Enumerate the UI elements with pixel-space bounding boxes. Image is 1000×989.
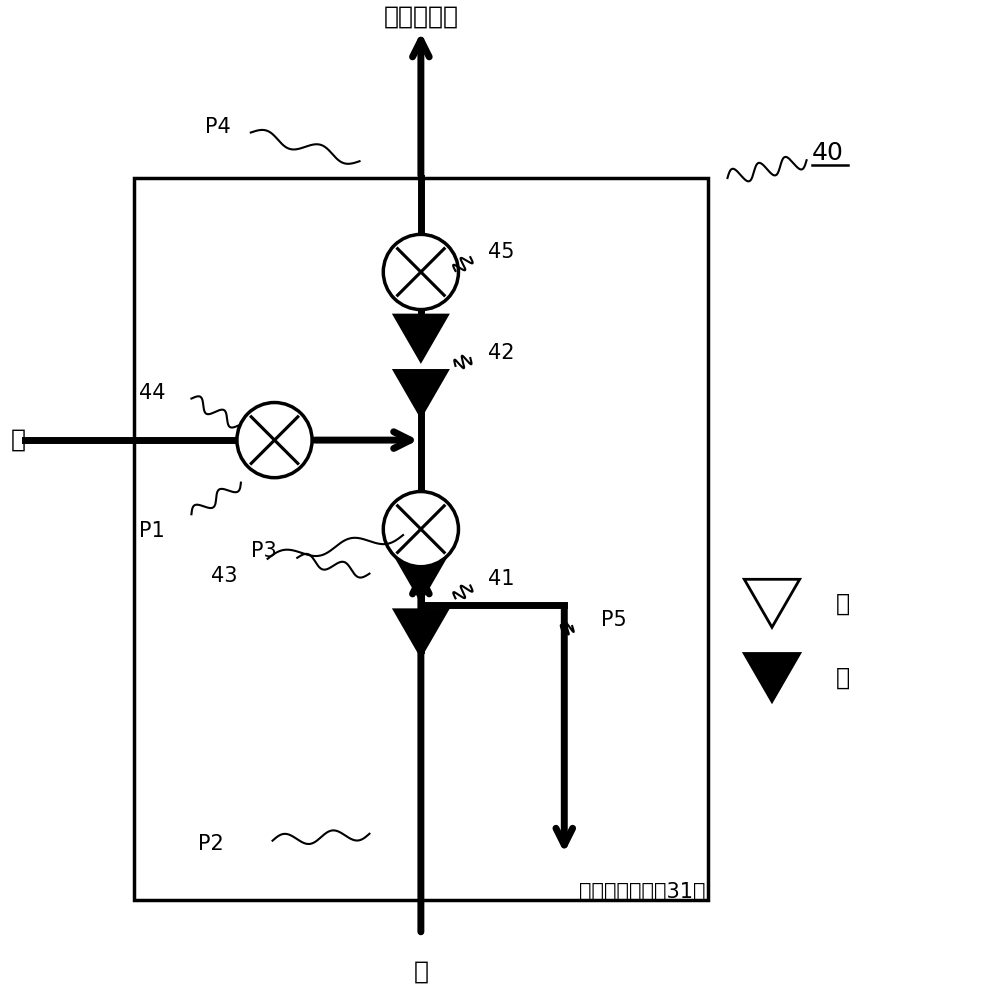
- Text: 向大气排放: 向大气排放: [383, 5, 458, 29]
- Circle shape: [237, 403, 312, 478]
- Text: P5: P5: [601, 610, 627, 630]
- Text: 44: 44: [139, 383, 166, 403]
- Polygon shape: [394, 370, 448, 417]
- Polygon shape: [744, 580, 800, 627]
- Text: 水: 水: [413, 960, 428, 984]
- Text: 43: 43: [211, 566, 238, 585]
- Text: 开: 开: [836, 591, 850, 615]
- Text: 41: 41: [488, 569, 515, 588]
- Polygon shape: [394, 609, 448, 657]
- Text: P1: P1: [139, 521, 165, 541]
- Text: P3: P3: [251, 541, 277, 561]
- Polygon shape: [744, 654, 800, 701]
- Text: P2: P2: [198, 834, 224, 854]
- Circle shape: [383, 492, 458, 567]
- FancyBboxPatch shape: [134, 178, 708, 900]
- Text: 氮: 氮: [10, 428, 25, 452]
- Text: P4: P4: [205, 117, 231, 136]
- Text: 朝向辅助喷嘴（31）: 朝向辅助喷嘴（31）: [579, 882, 706, 902]
- Polygon shape: [394, 554, 448, 601]
- Polygon shape: [394, 315, 448, 362]
- Text: 关: 关: [836, 666, 850, 689]
- Text: 42: 42: [488, 343, 515, 363]
- Circle shape: [383, 234, 458, 310]
- Text: 45: 45: [488, 242, 515, 262]
- Text: 40: 40: [812, 141, 843, 165]
